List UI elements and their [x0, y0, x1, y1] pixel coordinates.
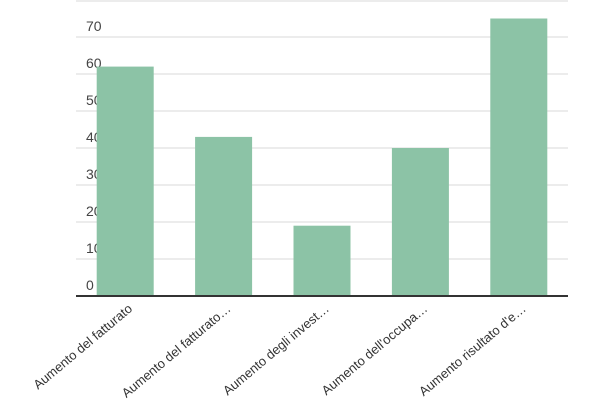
bar	[293, 225, 351, 296]
x-category-label: Aumento degli invest…	[220, 301, 332, 398]
bar	[195, 136, 253, 296]
bar	[490, 18, 548, 296]
bar	[391, 148, 449, 296]
y-tick-label: 0	[86, 277, 94, 293]
x-category-label: Aumento del fatturato…	[119, 301, 234, 400]
gridlines	[76, 0, 568, 260]
bars	[96, 18, 548, 296]
y-tick-label: 70	[86, 18, 102, 34]
x-category-label: Aumento risultato d'e…	[416, 301, 529, 399]
x-category-label: Aumento del fatturato	[30, 301, 135, 392]
x-category-label: Aumento dell'occupa…	[319, 301, 431, 398]
bar	[96, 66, 154, 296]
